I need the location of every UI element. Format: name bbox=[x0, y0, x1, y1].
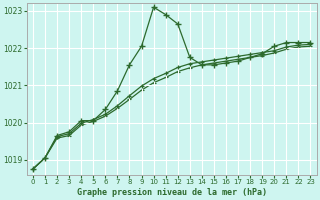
X-axis label: Graphe pression niveau de la mer (hPa): Graphe pression niveau de la mer (hPa) bbox=[77, 188, 267, 197]
